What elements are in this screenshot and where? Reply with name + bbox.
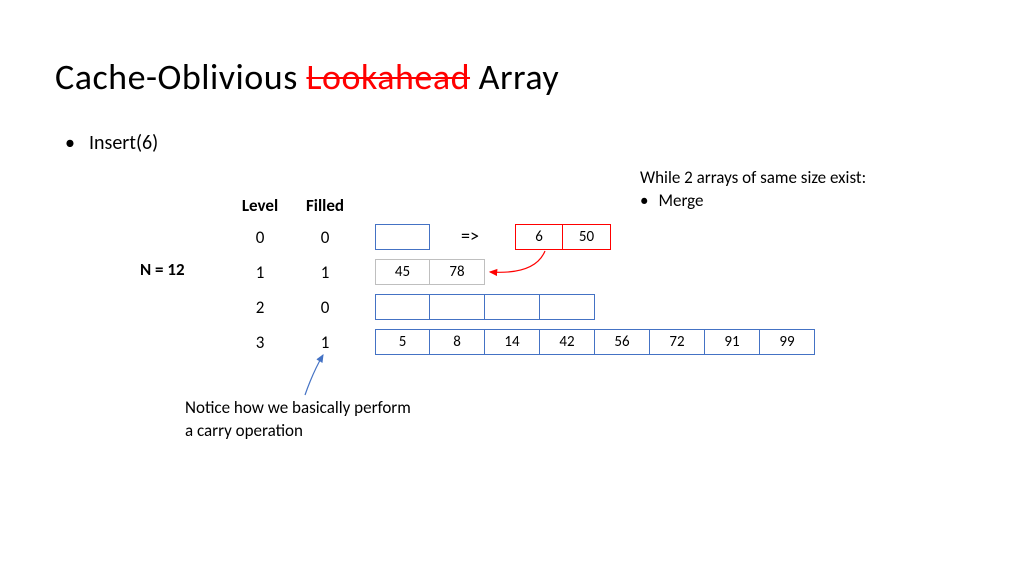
- l3-cell-3: 42: [540, 329, 595, 355]
- array-level-0: [375, 224, 430, 250]
- n-label: N = 12: [140, 259, 185, 280]
- merge-arrow: [490, 251, 545, 272]
- cell-empty: [375, 224, 430, 250]
- level-1: 1: [235, 262, 285, 283]
- l1-cell-0: 45: [375, 259, 430, 285]
- l2-cell-1: [430, 294, 485, 320]
- array-level-1: 45 78: [375, 259, 485, 285]
- slide-title: Cache-Oblivious Lookahead Array: [55, 55, 969, 99]
- filled-0: 0: [300, 227, 350, 248]
- side-line2: Merge: [640, 190, 940, 213]
- l2-cell-0: [375, 294, 430, 320]
- header-level: Level: [235, 195, 285, 216]
- l2-cell-2: [485, 294, 540, 320]
- slide: Cache-Oblivious Lookahead Array Insert(6…: [0, 0, 1024, 576]
- l1-cell-1: 78: [430, 259, 485, 285]
- level-2: 2: [235, 297, 285, 318]
- l3-cell-0: 5: [375, 329, 430, 355]
- filled-3: 1: [300, 332, 350, 353]
- diagram-area: N = 12 Level Filled 0 0 1 1 2 0 3 1 => 6…: [55, 167, 969, 527]
- carry-note: Notice how we basically perform a carry …: [185, 397, 445, 443]
- title-part2: Array: [470, 55, 559, 99]
- note-l1: Notice how we basically perform: [185, 397, 445, 420]
- merged-cell-0: 6: [515, 224, 563, 250]
- header-filled: Filled: [300, 195, 350, 216]
- filled-1: 1: [300, 262, 350, 283]
- l3-cell-1: 8: [430, 329, 485, 355]
- l3-cell-2: 14: [485, 329, 540, 355]
- level-3: 3: [235, 332, 285, 353]
- arrow-symbol: =>: [461, 225, 479, 247]
- level-0: 0: [235, 227, 285, 248]
- side-note: While 2 arrays of same size exist: Merge: [640, 167, 940, 213]
- l3-cell-4: 56: [595, 329, 650, 355]
- array-level-3: 5 8 14 42 56 72 91 99: [375, 329, 815, 355]
- note-l2: a carry operation: [185, 420, 445, 443]
- title-part1: Cache-Oblivious: [55, 55, 306, 99]
- merged-cell-1: 50: [563, 224, 611, 250]
- l3-cell-6: 91: [705, 329, 760, 355]
- merged-array: 6 50: [515, 224, 611, 250]
- bullet-insert: Insert(6): [65, 131, 969, 155]
- l2-cell-3: [540, 294, 595, 320]
- title-strike: Lookahead: [306, 55, 470, 99]
- array-level-2: [375, 294, 595, 320]
- carry-arrow: [305, 355, 323, 395]
- side-line1: While 2 arrays of same size exist:: [640, 167, 940, 190]
- l3-cell-7: 99: [760, 329, 815, 355]
- filled-2: 0: [300, 297, 350, 318]
- l3-cell-5: 72: [650, 329, 705, 355]
